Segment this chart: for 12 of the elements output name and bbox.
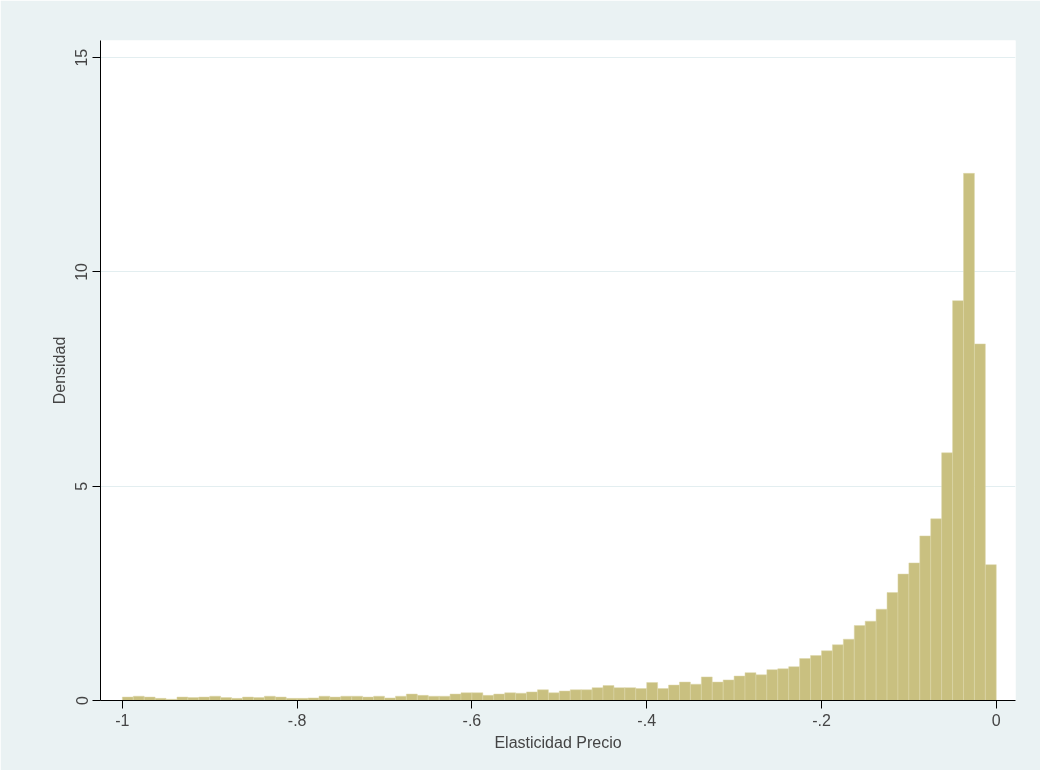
y-axis-title: Densidad [50,336,68,405]
x-tick-label: -.4 [637,711,657,729]
y-tick-label: 5 [73,481,91,491]
y-tick-label: 10 [73,262,91,281]
y-tick-label: 0 [73,695,91,705]
x-tick-label: -.6 [462,711,482,729]
x-tick-label: -.8 [287,711,307,729]
y-tick-label: 15 [73,48,91,67]
x-tick-label: -1 [115,711,130,729]
x-tick-label: -.2 [812,711,831,729]
x-tick-label: 0 [991,711,1001,729]
x-axis-title: Elasticidad Precio [494,733,622,751]
